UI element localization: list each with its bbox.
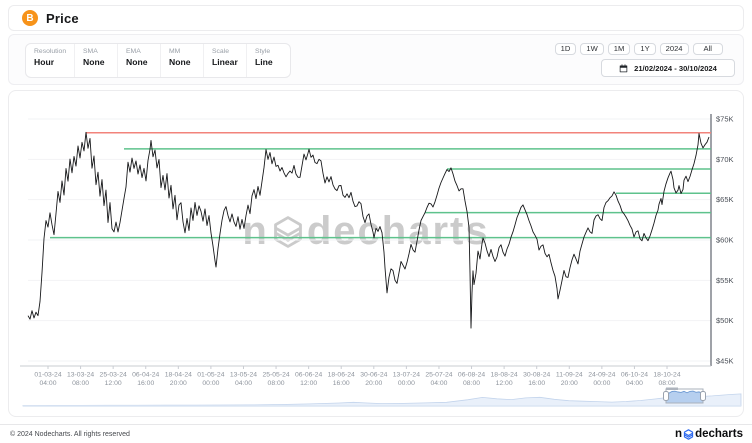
watermark-text: decharts bbox=[306, 209, 490, 253]
x-axis-tick-date: 18-10-24 bbox=[653, 372, 680, 379]
dropdown-value: None bbox=[126, 57, 148, 67]
dropdown-label: EMA bbox=[126, 48, 141, 55]
dropdown-value: Linear bbox=[212, 57, 238, 67]
navigator-drag-bar[interactable] bbox=[666, 387, 678, 391]
y-axis-tick-label: $50K bbox=[716, 316, 734, 325]
indicator-toolbar: Resolution Hour SMA None EMA None MM Non… bbox=[25, 43, 291, 78]
x-axis-tick-time: 20:00 bbox=[365, 380, 382, 387]
page-title: Price bbox=[46, 10, 79, 26]
range-1d-button[interactable]: 1D bbox=[554, 43, 577, 55]
header-panel: B Price bbox=[8, 5, 744, 31]
footer: © 2024 Nodecharts. All rights reserved n… bbox=[0, 424, 752, 443]
x-axis-tick-time: 12:00 bbox=[496, 380, 513, 387]
x-axis-tick-time: 04:00 bbox=[626, 380, 643, 387]
dropdown-value: Hour bbox=[34, 57, 55, 67]
resolution-dropdown[interactable]: Resolution Hour bbox=[26, 44, 75, 77]
sma-dropdown[interactable]: SMA None bbox=[75, 44, 118, 77]
y-axis-tick-label: $45K bbox=[716, 357, 734, 366]
x-axis-tick-date: 06-08-24 bbox=[458, 372, 485, 379]
range-all-button[interactable]: All bbox=[692, 43, 723, 55]
brand-text: n bbox=[675, 428, 683, 440]
x-axis-tick-date: 06-06-24 bbox=[295, 372, 322, 379]
x-axis-tick-time: 00:00 bbox=[398, 380, 415, 387]
copyright-text: © 2024 Nodecharts. All rights reserved bbox=[10, 431, 130, 438]
style-dropdown[interactable]: Style Line bbox=[247, 44, 290, 77]
y-axis-tick-label: $60K bbox=[716, 236, 734, 245]
x-axis-tick-date: 13-07-24 bbox=[393, 372, 420, 379]
x-axis-tick-time: 16:00 bbox=[528, 380, 545, 387]
bitcoin-icon: B bbox=[22, 10, 38, 26]
x-axis-tick-date: 30-08-24 bbox=[523, 372, 550, 379]
range-1m-button[interactable]: 1M bbox=[607, 43, 631, 55]
price-line-series bbox=[27, 131, 710, 329]
watermark: n decharts bbox=[9, 209, 733, 254]
y-axis-tick-label: $75K bbox=[716, 115, 734, 124]
y-axis-tick-label: $65K bbox=[716, 195, 734, 204]
x-axis-tick-time: 00:00 bbox=[593, 380, 610, 387]
price-chart-canvas[interactable]: $75K$70K$65K$60K$55K$50K$45K01-03-2404:0… bbox=[9, 91, 744, 417]
x-axis-tick-time: 20:00 bbox=[170, 380, 187, 387]
x-axis-tick-date: 11-09-24 bbox=[556, 372, 583, 379]
x-axis-tick-date: 25-03-24 bbox=[100, 372, 127, 379]
nodecharts-hexagon-icon bbox=[683, 428, 694, 440]
navigator-left-handle[interactable] bbox=[663, 391, 669, 401]
x-axis-tick-date: 30-06-24 bbox=[360, 372, 387, 379]
x-axis-tick-time: 16:00 bbox=[137, 380, 154, 387]
brand-text: decharts bbox=[695, 428, 743, 440]
x-axis-tick-date: 18-06-24 bbox=[328, 372, 355, 379]
x-axis-tick-date: 18-04-24 bbox=[165, 372, 192, 379]
x-axis-tick-time: 04:00 bbox=[235, 380, 252, 387]
x-axis-tick-time: 12:00 bbox=[105, 380, 122, 387]
y-axis-tick-label: $55K bbox=[716, 276, 734, 285]
dropdown-label: MM bbox=[169, 48, 181, 55]
x-axis-tick-time: 16:00 bbox=[333, 380, 350, 387]
x-axis-tick-time: 08:00 bbox=[72, 380, 89, 387]
range-buttons: 1D 1W 1M 1Y 2024 All bbox=[554, 43, 723, 55]
navigator-right-handle[interactable] bbox=[700, 391, 706, 401]
x-axis-tick-date: 25-07-24 bbox=[425, 372, 452, 379]
x-axis-tick-date: 18-08-24 bbox=[491, 372, 518, 379]
x-axis-tick-time: 20:00 bbox=[561, 380, 578, 387]
dropdown-value: None bbox=[169, 57, 191, 67]
x-axis-tick-time: 00:00 bbox=[202, 380, 219, 387]
x-axis-tick-date: 25-05-24 bbox=[262, 372, 289, 379]
range-1y-button[interactable]: 1Y bbox=[634, 43, 656, 55]
x-axis-tick-time: 12:00 bbox=[300, 380, 317, 387]
x-axis-tick-time: 04:00 bbox=[430, 380, 447, 387]
dropdown-label: Resolution bbox=[34, 48, 67, 55]
controls-panel: Resolution Hour SMA None EMA None MM Non… bbox=[8, 34, 744, 85]
navigator-selection-area bbox=[665, 390, 704, 404]
date-range-picker[interactable]: 21/02/2024 - 30/10/2024 bbox=[601, 59, 735, 77]
x-axis-tick-time: 04:00 bbox=[39, 380, 56, 387]
dropdown-label: Style bbox=[255, 48, 271, 55]
brand-logo: n decharts bbox=[675, 428, 743, 440]
ema-dropdown[interactable]: EMA None bbox=[118, 44, 161, 77]
y-axis-tick-label: $70K bbox=[716, 155, 734, 164]
x-axis-tick-time: 08:00 bbox=[463, 380, 480, 387]
x-axis-tick-date: 01-03-24 bbox=[34, 372, 61, 379]
range-2024-button[interactable]: 2024 bbox=[659, 43, 689, 55]
x-axis-tick-date: 01-05-24 bbox=[197, 372, 224, 379]
x-axis-tick-time: 08:00 bbox=[659, 380, 676, 387]
dropdown-label: Scale bbox=[212, 48, 230, 55]
dropdown-label: SMA bbox=[83, 48, 98, 55]
mm-dropdown[interactable]: MM None bbox=[161, 44, 204, 77]
x-axis-tick-date: 13-03-24 bbox=[67, 372, 94, 379]
dropdown-value: None bbox=[83, 57, 105, 67]
calendar-icon bbox=[619, 63, 628, 72]
x-axis-tick-date: 06-10-24 bbox=[621, 372, 648, 379]
watermark-text: n bbox=[242, 209, 269, 253]
range-1w-button[interactable]: 1W bbox=[580, 43, 604, 55]
x-axis-tick-date: 13-05-24 bbox=[230, 372, 257, 379]
navigator-area[interactable] bbox=[22, 393, 742, 407]
x-axis-tick-date: 24-09-24 bbox=[588, 372, 615, 379]
x-axis-tick-time: 08:00 bbox=[268, 380, 285, 387]
dropdown-value: Line bbox=[255, 57, 273, 67]
x-axis-tick-date: 06-04-24 bbox=[132, 372, 159, 379]
scale-dropdown[interactable]: Scale Linear bbox=[204, 44, 247, 77]
date-range-value: 21/02/2024 - 30/10/2024 bbox=[634, 63, 717, 73]
chart-panel: n decharts $75K $70K $65K $60K $55K $50K $45K 01… bbox=[8, 90, 744, 417]
